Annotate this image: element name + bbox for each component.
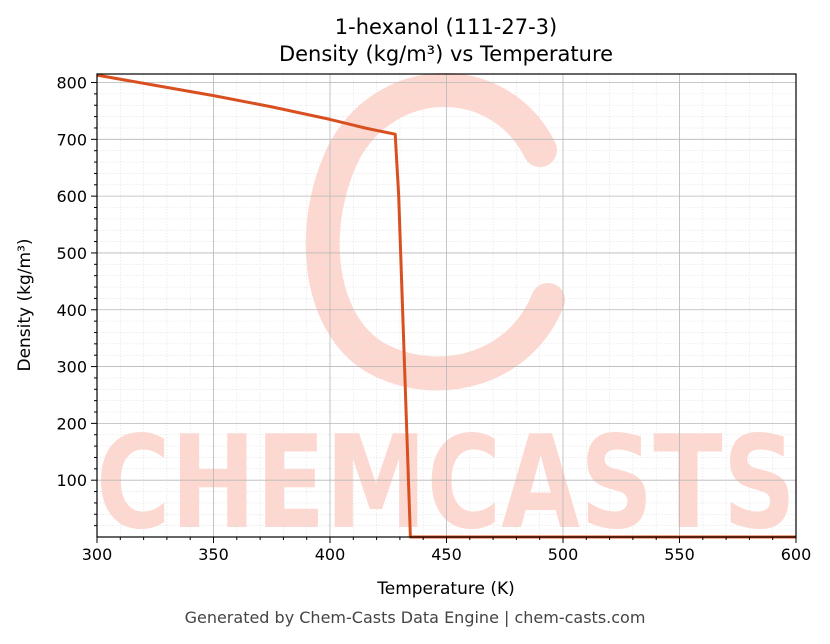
y-tick-label: 100 — [56, 471, 87, 490]
y-axis-ticks: 100 200 300 400 500 600 700 800 — [56, 74, 97, 527]
y-tick-label: 800 — [56, 74, 87, 93]
chemcasts-watermark: CHEMCASTS — [96, 73, 796, 558]
x-tick-label: 450 — [431, 545, 462, 564]
x-tick-label: 550 — [664, 545, 695, 564]
watermark-swirl — [305, 73, 565, 391]
x-axis-ticks: 300 350 400 450 500 550 600 — [82, 537, 812, 564]
y-tick-label: 700 — [56, 130, 87, 149]
y-axis-label: Density (kg/m³) — [15, 238, 35, 371]
footer-credit: Generated by Chem-Casts Data Engine | ch… — [184, 608, 646, 627]
y-tick-label: 600 — [56, 187, 87, 206]
x-tick-label: 400 — [315, 545, 346, 564]
x-tick-label: 350 — [198, 545, 229, 564]
chart-title-line2: Density (kg/m³) vs Temperature — [279, 42, 613, 66]
chart-title-line1: 1-hexanol (111-27-3) — [335, 15, 557, 39]
y-tick-label: 200 — [56, 414, 87, 433]
x-tick-label: 500 — [548, 545, 579, 564]
y-tick-label: 400 — [56, 301, 87, 320]
x-axis-label: Temperature (K) — [376, 579, 515, 599]
x-tick-label: 600 — [781, 545, 812, 564]
y-tick-label: 500 — [56, 244, 87, 263]
x-tick-label: 300 — [82, 545, 113, 564]
y-tick-label: 300 — [56, 358, 87, 377]
